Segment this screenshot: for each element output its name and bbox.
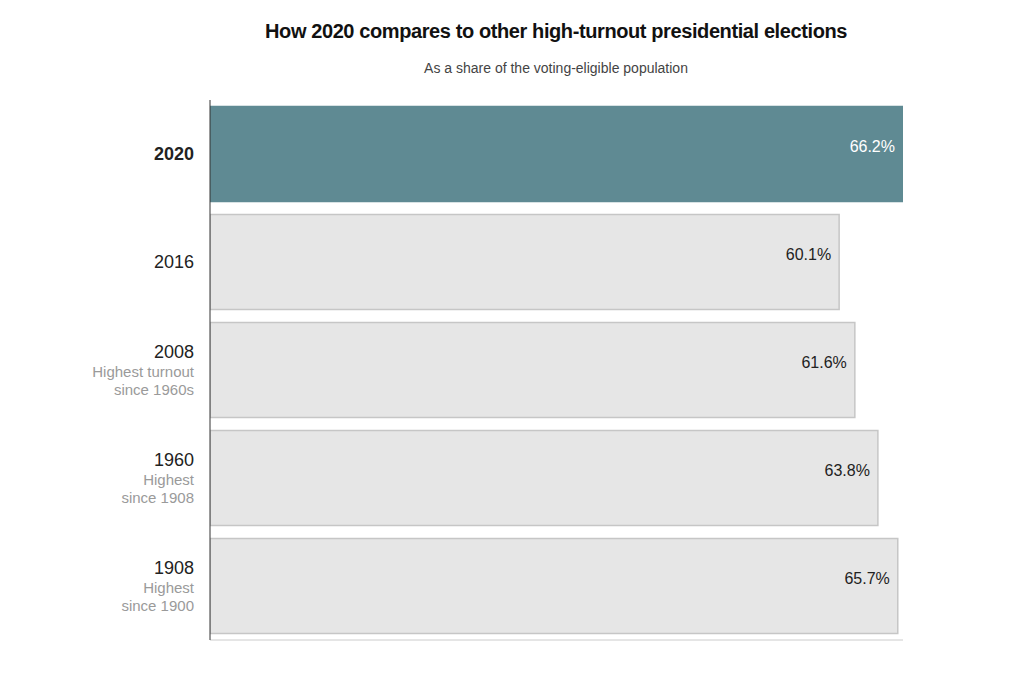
svg-text:since 1908: since 1908 (121, 489, 194, 506)
html-text:How 2020 compares to other hig: How 2020 compares to other high-turnout … (265, 20, 847, 42)
svg-text:since 1960s: since 1960s (114, 381, 194, 398)
svg-text:Highest: Highest (143, 579, 195, 596)
svg-text:2008: 2008 (154, 342, 194, 362)
svg-text:65.7%: 65.7% (844, 570, 889, 587)
svg-text:Highest turnout: Highest turnout (92, 363, 195, 380)
svg-text:63.8%: 63.8% (825, 462, 870, 479)
svg-text:61.6%: 61.6% (801, 354, 846, 371)
svg-text:2016: 2016 (154, 252, 194, 272)
svg-text:1908: 1908 (154, 558, 194, 578)
svg-text:since 1900: since 1900 (121, 597, 194, 614)
svg-text:2020: 2020 (154, 144, 194, 164)
svg-text:Highest: Highest (143, 471, 195, 488)
html-text:As a share of the voting-eligi: As a share of the voting-eligible popula… (424, 60, 688, 76)
svg-text:60.1%: 60.1% (786, 246, 831, 263)
svg-text:66.2%: 66.2% (850, 138, 895, 155)
svg-text:1960: 1960 (154, 450, 194, 470)
